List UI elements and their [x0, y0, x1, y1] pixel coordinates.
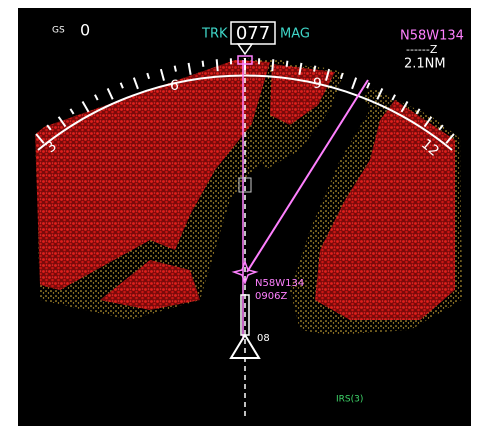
waypoint-eta: ------Z: [406, 43, 438, 56]
trk-label: TRK: [201, 27, 228, 42]
track-value: 077: [236, 23, 270, 44]
compass-label: 6: [170, 78, 179, 94]
compass-tick: [272, 59, 273, 71]
compass-tick: [314, 66, 315, 72]
nav-display: 3 6 9 12 GS 0 TRK 077 MAG N58W134 ------…: [0, 0, 487, 436]
nav-source: IRS(3): [336, 395, 363, 405]
compass-tick: [175, 66, 176, 72]
route-time: 0906Z: [255, 291, 287, 302]
route-waypoint: N58W134: [255, 278, 304, 289]
mag-label: MAG: [280, 27, 310, 42]
page: 3 6 9 12 GS 0 TRK 077 MAG N58W134 ------…: [0, 0, 487, 436]
gs-label: GS: [52, 26, 65, 36]
waypoint-name: N58W134: [400, 29, 464, 44]
compass-tick: [203, 61, 204, 67]
gs-value: 0: [80, 21, 90, 40]
range-label: 08: [257, 333, 270, 344]
compass-tick: [217, 59, 218, 71]
compass-tick: [287, 61, 288, 67]
waypoint-distance: 2.1NM: [404, 57, 446, 72]
compass-label: 9: [313, 76, 322, 92]
